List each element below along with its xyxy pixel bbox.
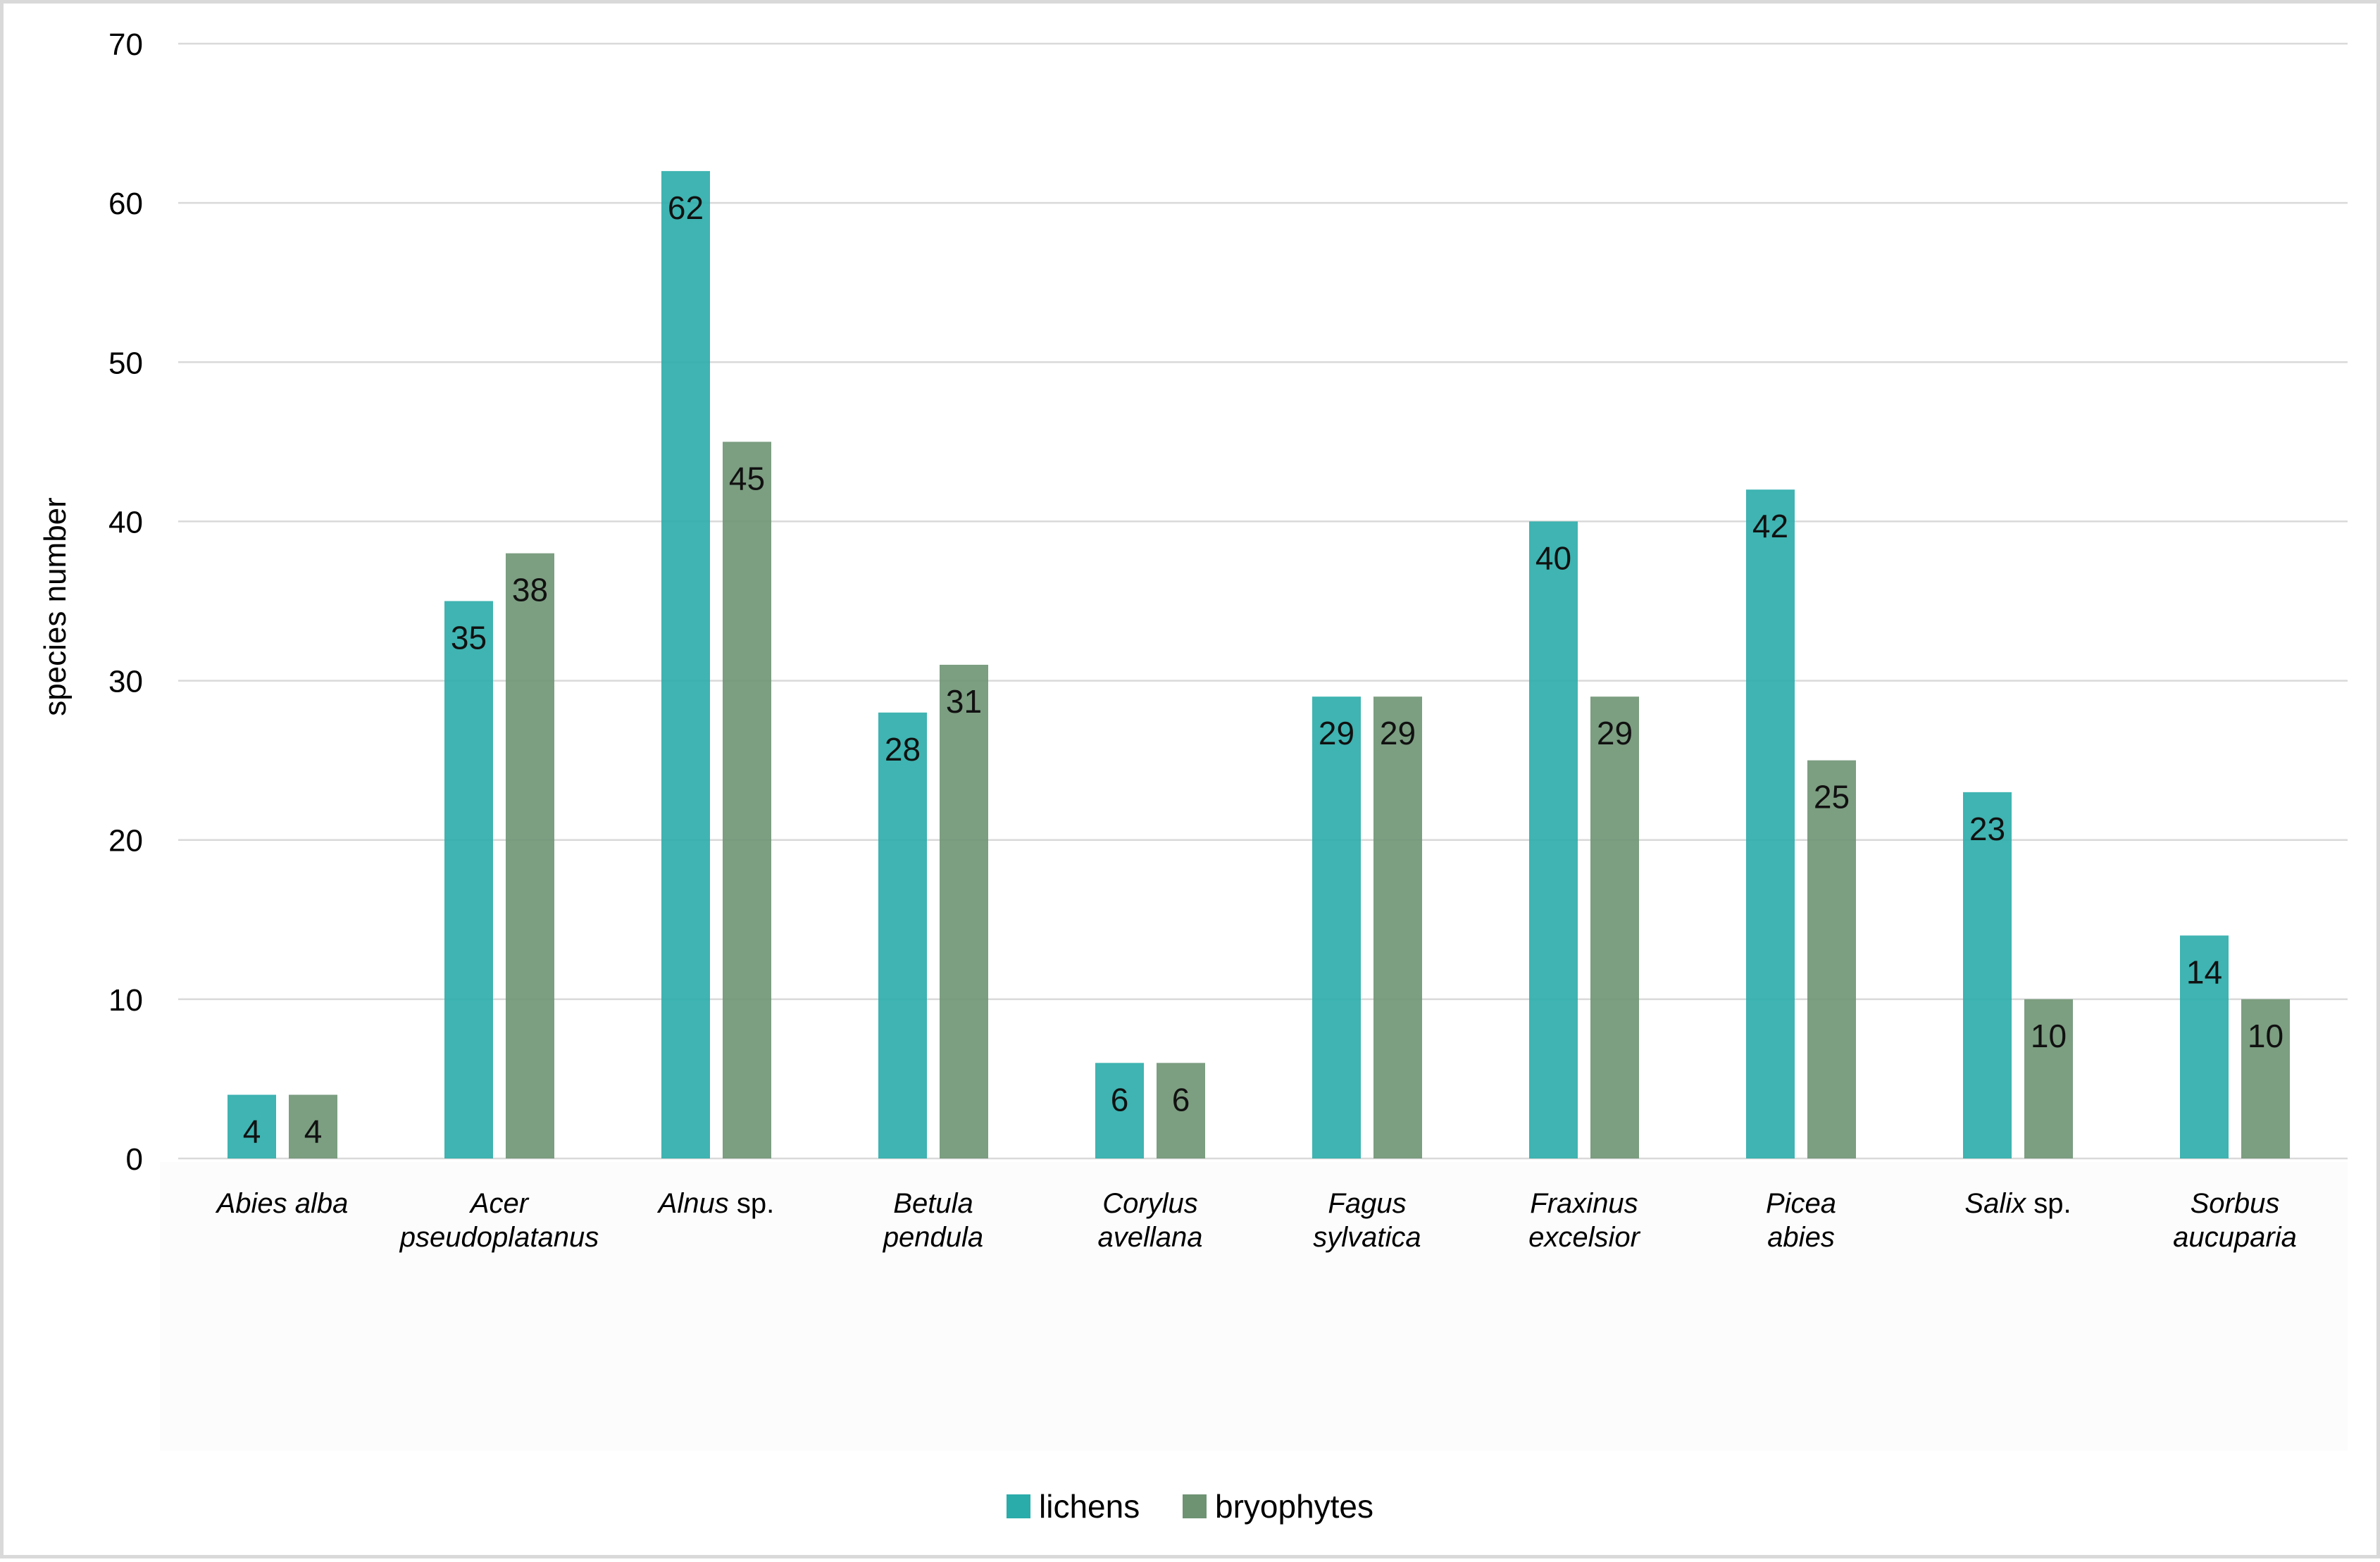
x-tick-label: excelsior xyxy=(1528,1222,1641,1253)
plot-background xyxy=(160,1162,2348,1451)
data-label-lichens-6: 40 xyxy=(1535,539,1571,576)
bar-bryophytes-5 xyxy=(1373,696,1422,1158)
data-label-lichens-3: 28 xyxy=(885,731,921,768)
x-tick-label: Picea xyxy=(1766,1188,1836,1219)
data-label-bryophytes-4: 6 xyxy=(1172,1081,1190,1118)
bar-lichens-1 xyxy=(444,601,493,1158)
y-tick-label: 30 xyxy=(108,665,143,699)
bar-bryophytes-8 xyxy=(2024,999,2073,1158)
x-axis-band xyxy=(160,1162,2348,1451)
y-tick-label: 40 xyxy=(108,505,143,539)
x-tick-label: Fagus xyxy=(1328,1188,1406,1219)
x-tick-label: Alnus sp. xyxy=(657,1188,775,1219)
data-label-bryophytes-8: 10 xyxy=(2031,1018,2067,1054)
bar-bryophytes-6 xyxy=(1590,696,1639,1158)
data-label-bryophytes-1: 38 xyxy=(512,572,548,608)
data-label-lichens-0: 4 xyxy=(243,1113,261,1150)
bars xyxy=(228,170,2290,1158)
x-tick-label: Acer xyxy=(469,1188,530,1219)
gridlines xyxy=(178,42,2348,1160)
bar-lichens-0 xyxy=(228,1094,276,1158)
bar-lichens-4 xyxy=(1095,1063,1144,1158)
legend-swatch-lichens xyxy=(1007,1494,1030,1518)
bar-lichens-9 xyxy=(2180,935,2229,1158)
data-label-lichens-5: 29 xyxy=(1319,715,1354,751)
y-axis-label: species number xyxy=(38,497,73,716)
data-label-lichens-4: 6 xyxy=(1111,1081,1129,1118)
y-tick-label: 10 xyxy=(108,983,143,1018)
data-label-bryophytes-5: 29 xyxy=(1380,715,1416,751)
x-tick-label: Salix sp. xyxy=(1964,1188,2071,1219)
data-label-bryophytes-6: 29 xyxy=(1597,715,1633,751)
legend-label-bryophytes: bryophytes xyxy=(1215,1488,1373,1525)
data-label-lichens-2: 62 xyxy=(668,189,704,226)
bar-lichens-3 xyxy=(878,712,927,1158)
data-label-bryophytes-3: 31 xyxy=(946,683,982,720)
x-tick-label: pseudoplatanus xyxy=(399,1222,599,1253)
bar-lichens-2 xyxy=(661,170,710,1158)
data-label-bryophytes-9: 10 xyxy=(2248,1018,2284,1054)
x-tick-label: Abies alba xyxy=(216,1188,349,1219)
data-label-lichens-1: 35 xyxy=(451,620,487,656)
bar-bryophytes-9 xyxy=(2241,999,2290,1158)
x-tick-label: aucuparia xyxy=(2173,1222,2297,1253)
x-tick-label: Corylus xyxy=(1102,1188,1198,1219)
bar-bryophytes-4 xyxy=(1157,1063,1205,1158)
data-label-lichens-8: 23 xyxy=(1969,811,2005,847)
x-tick-label: avellana xyxy=(1097,1222,1202,1253)
data-label-bryophytes-7: 25 xyxy=(1814,779,1850,816)
legend-label-lichens: lichens xyxy=(1039,1488,1140,1525)
y-tick-label: 0 xyxy=(126,1142,143,1177)
y-tick-label: 70 xyxy=(108,27,143,62)
y-tick-label: 20 xyxy=(108,824,143,858)
bar-bryophytes-1 xyxy=(506,553,554,1158)
bar-lichens-7 xyxy=(1746,489,1795,1158)
legend: lichens bryophytes xyxy=(1007,1488,1373,1525)
x-tick-label: Sorbus xyxy=(2191,1188,2280,1219)
data-label-lichens-9: 14 xyxy=(2186,954,2222,990)
bar-bryophytes-3 xyxy=(940,664,988,1158)
legend-swatch-bryophytes xyxy=(1183,1494,1207,1518)
bar-bryophytes-2 xyxy=(723,442,771,1158)
y-tick-label: 50 xyxy=(108,346,143,380)
x-tick-label: sylvatica xyxy=(1313,1222,1421,1253)
data-label-bryophytes-0: 4 xyxy=(304,1113,323,1150)
x-tick-label: abies xyxy=(1767,1222,1835,1253)
data-labels: 4 4 35 38 62 45 28 31 6 6 29 29 40 29 42 25 23 10 14 10 xyxy=(243,189,2284,1150)
bar-lichens-6 xyxy=(1529,521,1578,1158)
bar-bryophytes-0 xyxy=(289,1094,337,1158)
bar-lichens-5 xyxy=(1312,696,1361,1158)
data-label-bryophytes-2: 45 xyxy=(729,460,765,496)
x-tick-label: pendula xyxy=(883,1222,983,1253)
bar-bryophytes-7 xyxy=(1807,760,1856,1158)
data-label-lichens-7: 42 xyxy=(1752,508,1788,544)
x-tick-label: Betula xyxy=(893,1188,973,1219)
bar-lichens-8 xyxy=(1963,792,2012,1158)
x-tick-label: Fraxinus xyxy=(1530,1188,1638,1219)
y-axis-ticks: 0 10 20 30 40 50 60 70 xyxy=(108,27,143,1177)
y-tick-label: 60 xyxy=(108,187,143,221)
